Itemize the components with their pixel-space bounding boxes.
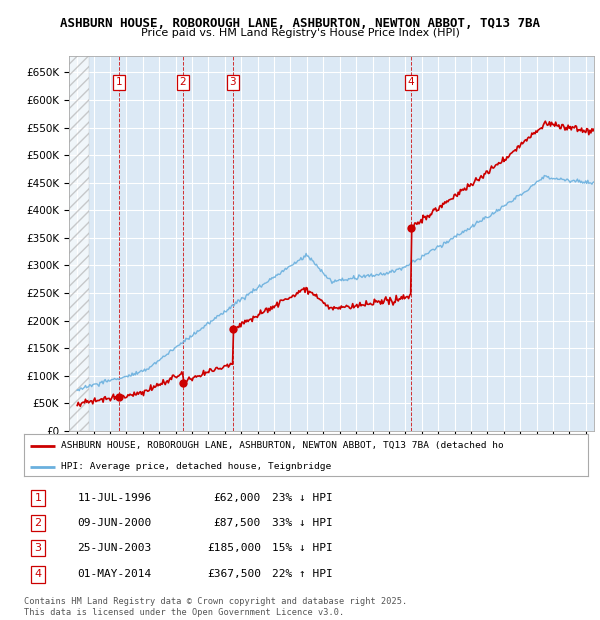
Text: 25-JUN-2003: 25-JUN-2003 [77, 543, 152, 553]
Text: 3: 3 [229, 78, 236, 87]
Text: 3: 3 [35, 543, 41, 553]
Text: 11-JUL-1996: 11-JUL-1996 [77, 494, 152, 503]
Text: Price paid vs. HM Land Registry's House Price Index (HPI): Price paid vs. HM Land Registry's House … [140, 28, 460, 38]
Text: 22% ↑ HPI: 22% ↑ HPI [272, 570, 333, 580]
Text: ASHBURN HOUSE, ROBOROUGH LANE, ASHBURTON, NEWTON ABBOT, TQ13 7BA (detached ho: ASHBURN HOUSE, ROBOROUGH LANE, ASHBURTON… [61, 441, 503, 450]
Text: HPI: Average price, detached house, Teignbridge: HPI: Average price, detached house, Teig… [61, 463, 331, 471]
Text: £367,500: £367,500 [207, 570, 261, 580]
Text: 4: 4 [407, 78, 414, 87]
Text: 23% ↓ HPI: 23% ↓ HPI [272, 494, 333, 503]
Text: 4: 4 [35, 570, 41, 580]
Text: 2: 2 [179, 78, 186, 87]
Text: 15% ↓ HPI: 15% ↓ HPI [272, 543, 333, 553]
Text: £185,000: £185,000 [207, 543, 261, 553]
Text: ASHBURN HOUSE, ROBOROUGH LANE, ASHBURTON, NEWTON ABBOT, TQ13 7BA: ASHBURN HOUSE, ROBOROUGH LANE, ASHBURTON… [60, 17, 540, 30]
Text: 2: 2 [35, 518, 41, 528]
Text: 1: 1 [35, 494, 41, 503]
Text: 33% ↓ HPI: 33% ↓ HPI [272, 518, 333, 528]
Text: 1: 1 [115, 78, 122, 87]
Text: 01-MAY-2014: 01-MAY-2014 [77, 570, 152, 580]
Text: £62,000: £62,000 [214, 494, 261, 503]
Text: £87,500: £87,500 [214, 518, 261, 528]
Text: Contains HM Land Registry data © Crown copyright and database right 2025.
This d: Contains HM Land Registry data © Crown c… [24, 598, 407, 617]
Text: 09-JUN-2000: 09-JUN-2000 [77, 518, 152, 528]
